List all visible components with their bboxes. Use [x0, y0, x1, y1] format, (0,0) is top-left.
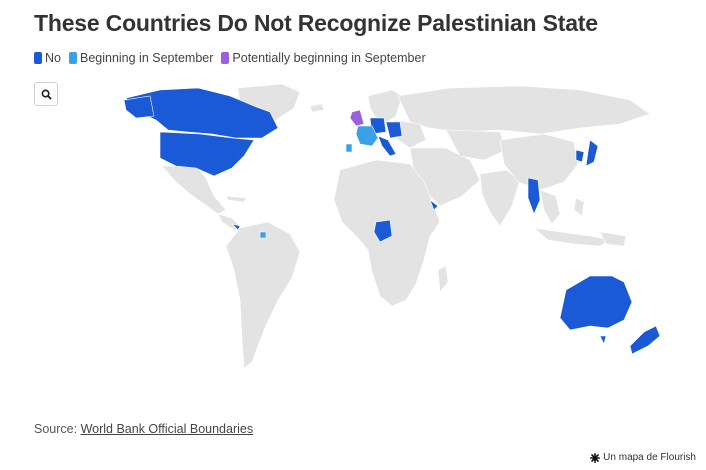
country-japan: [585, 139, 599, 167]
source-note: Source: World Bank Official Boundaries: [34, 422, 253, 436]
country-panama: [231, 223, 241, 231]
land-beginning-september: [259, 125, 379, 239]
country-south-korea: [575, 149, 585, 163]
country-australia: [559, 275, 633, 331]
flourish-star-icon: [590, 452, 601, 463]
country-southeast-asia: [539, 189, 561, 225]
country-caribbean-beginning: [259, 231, 267, 239]
country-cuba: [225, 195, 247, 203]
credit-text: Un mapa de Flourish: [603, 452, 696, 463]
page-title: These Countries Do Not Recognize Palesti…: [34, 10, 598, 36]
source-prefix: Source:: [34, 422, 81, 436]
country-italy: [377, 135, 397, 157]
country-central-europe: [385, 121, 403, 139]
legend-item-potentially-september[interactable]: Potentially beginning in September: [221, 51, 426, 65]
country-united-kingdom: [349, 109, 365, 127]
source-link[interactable]: World Bank Official Boundaries: [80, 422, 254, 436]
legend-label-no: No: [45, 51, 61, 65]
country-china: [499, 133, 579, 191]
country-eritrea: [429, 199, 439, 211]
world-map[interactable]: [60, 80, 680, 380]
country-south-america: [225, 221, 301, 369]
legend-swatch-no: [34, 52, 42, 64]
country-cameroon: [373, 219, 393, 243]
legend: No Beginning in September Potentially be…: [34, 51, 428, 65]
country-philippines: [573, 197, 585, 217]
legend-label-beginning-september: Beginning in September: [79, 51, 214, 65]
country-papua: [599, 231, 627, 247]
zoom-search-button[interactable]: [34, 82, 58, 106]
legend-swatch-beginning-september: [68, 52, 77, 64]
country-central-asia: [445, 129, 507, 161]
country-iceland: [309, 103, 325, 113]
search-icon: [41, 89, 52, 100]
land-potentially-september: [349, 109, 365, 127]
country-russia: [397, 85, 651, 135]
country-portugal: [345, 143, 353, 153]
flourish-credit[interactable]: Un mapa de Flourish: [590, 452, 696, 463]
country-new-zealand: [629, 325, 661, 355]
country-scandinavia: [367, 89, 403, 125]
country-india: [479, 169, 521, 227]
country-canada: [125, 87, 279, 139]
country-mexico: [161, 165, 227, 215]
legend-label-potentially-september: Potentially beginning in September: [232, 51, 426, 65]
country-myanmar: [527, 177, 541, 215]
legend-item-beginning-september[interactable]: Beginning in September: [68, 51, 214, 65]
legend-item-no[interactable]: No: [34, 51, 61, 65]
country-alaska: [123, 95, 155, 119]
country-madagascar: [437, 265, 449, 293]
country-united-states: [159, 131, 255, 177]
country-france: [355, 125, 379, 147]
legend-swatch-potentially-september: [221, 52, 230, 64]
land-no: [123, 87, 661, 355]
country-tasmania: [599, 335, 607, 345]
country-indonesia: [533, 227, 611, 247]
